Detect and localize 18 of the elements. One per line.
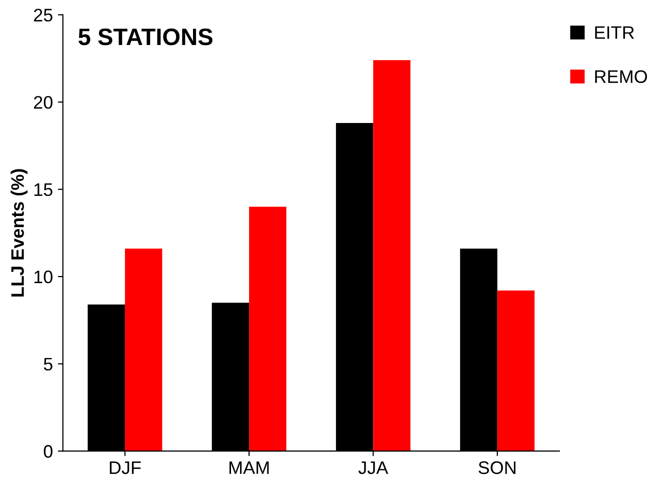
y-tick-label: 10 — [34, 270, 52, 284]
bar — [249, 206, 286, 452]
x-tick-label: MAM — [229, 461, 269, 474]
x-tick-label: SON — [478, 461, 516, 474]
x-tick-label: JJA — [358, 461, 388, 474]
y-tick-label: 5 — [44, 358, 52, 371]
y-tick-label: 25 — [34, 8, 52, 22]
legend-label: EITR — [595, 26, 634, 39]
y-tick-label: 20 — [34, 96, 52, 109]
bar — [124, 248, 162, 452]
bar — [373, 60, 410, 452]
x-tick-label: DJF — [110, 461, 141, 474]
y-tick-label: 15 — [34, 183, 52, 196]
bar — [497, 290, 535, 452]
legend-label: REMO — [595, 70, 647, 83]
y-tick-label: 0 — [44, 445, 52, 458]
y-axis-title: LLJ Events (%) — [10, 169, 28, 296]
chart-title: 5 STATIONS — [78, 28, 212, 46]
